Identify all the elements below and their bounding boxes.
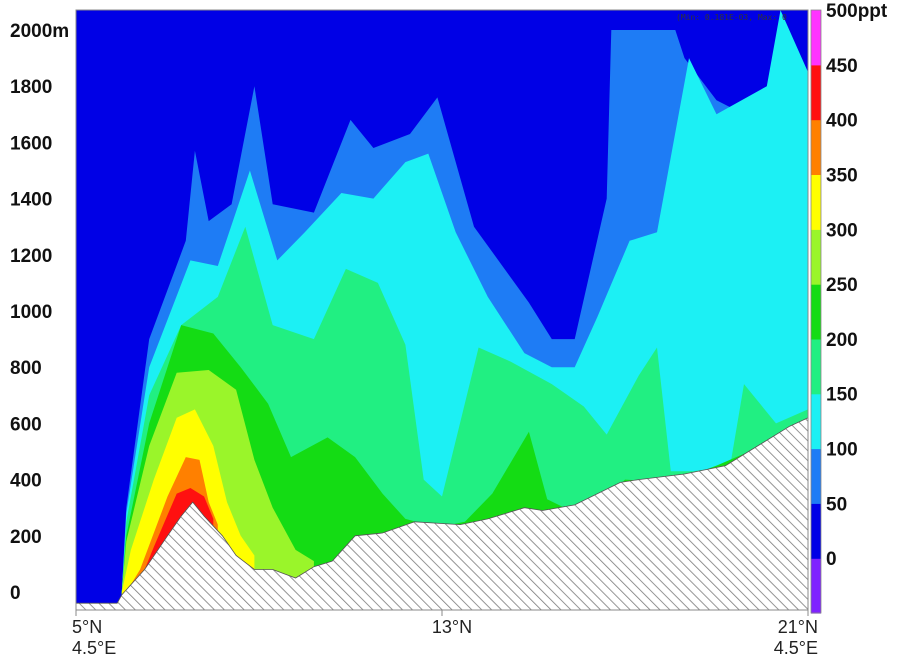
y-tick-label: 200 bbox=[10, 527, 42, 548]
x-tick-label: 5°N bbox=[72, 617, 102, 637]
colorbar-legend: 0 50 100 150 200 250 300 350 400 450 500ppt bbox=[810, 1, 888, 614]
y-tick-label: 1600 bbox=[10, 133, 52, 154]
y-tick-label: 1000 bbox=[10, 302, 52, 323]
colorbar-label: 350 bbox=[826, 166, 858, 187]
y-tick-label: 2000m bbox=[10, 21, 69, 42]
terrain-hatched bbox=[76, 417, 808, 610]
colorbar-label: 200 bbox=[826, 330, 858, 351]
y-tick-label: 600 bbox=[10, 414, 42, 435]
colorbar-swatch bbox=[811, 119, 821, 175]
y-axis: 0 200 400 600 800 1000 1200 1400 1600 1800 2000m bbox=[10, 21, 69, 604]
colorbar-swatch bbox=[811, 393, 821, 450]
colorbar-label: 300 bbox=[826, 220, 858, 241]
colorbar-label: 100 bbox=[826, 440, 858, 461]
colorbar-swatch bbox=[811, 174, 821, 230]
y-tick-label: 1400 bbox=[10, 190, 52, 211]
colorbar-label: 0 bbox=[826, 549, 837, 570]
y-tick-label: 400 bbox=[10, 471, 42, 492]
colorbar-label: 150 bbox=[826, 385, 858, 406]
min-max-annotation: (Min: 0.181E-03, Max: 0 bbox=[676, 13, 787, 22]
colorbar-label: 400 bbox=[826, 111, 858, 132]
x-tick-sublabel: 4.5°E bbox=[72, 638, 116, 658]
colorbar-swatch bbox=[811, 338, 821, 395]
colorbar-swatch bbox=[811, 503, 821, 559]
colorbar-label: 500ppt bbox=[826, 1, 888, 22]
x-tick-label: 13°N bbox=[432, 617, 472, 637]
x-tick-sublabel: 4.5°E bbox=[774, 638, 818, 658]
colorbar-swatch bbox=[811, 10, 821, 66]
y-tick-label: 1200 bbox=[10, 246, 52, 267]
x-axis: 5°N4.5°E13°N 21°N4.5°E bbox=[72, 610, 818, 658]
plot-area bbox=[75, 9, 809, 611]
colorbar-swatch bbox=[811, 284, 821, 340]
colorbar-swatch bbox=[811, 229, 821, 285]
colorbar-label: 250 bbox=[826, 275, 858, 296]
colorbar-swatch bbox=[811, 558, 821, 614]
colorbar-label: 450 bbox=[826, 56, 858, 77]
x-tick-label: 21°N bbox=[778, 617, 818, 637]
colorbar-swatch bbox=[811, 64, 821, 121]
colorbar-frame bbox=[810, 9, 822, 614]
colorbar-swatch bbox=[811, 448, 821, 504]
y-tick-label: 1800 bbox=[10, 77, 52, 98]
y-tick-label: 0 bbox=[10, 583, 21, 604]
y-tick-label: 800 bbox=[10, 358, 42, 379]
colorbar-label: 50 bbox=[826, 494, 847, 515]
